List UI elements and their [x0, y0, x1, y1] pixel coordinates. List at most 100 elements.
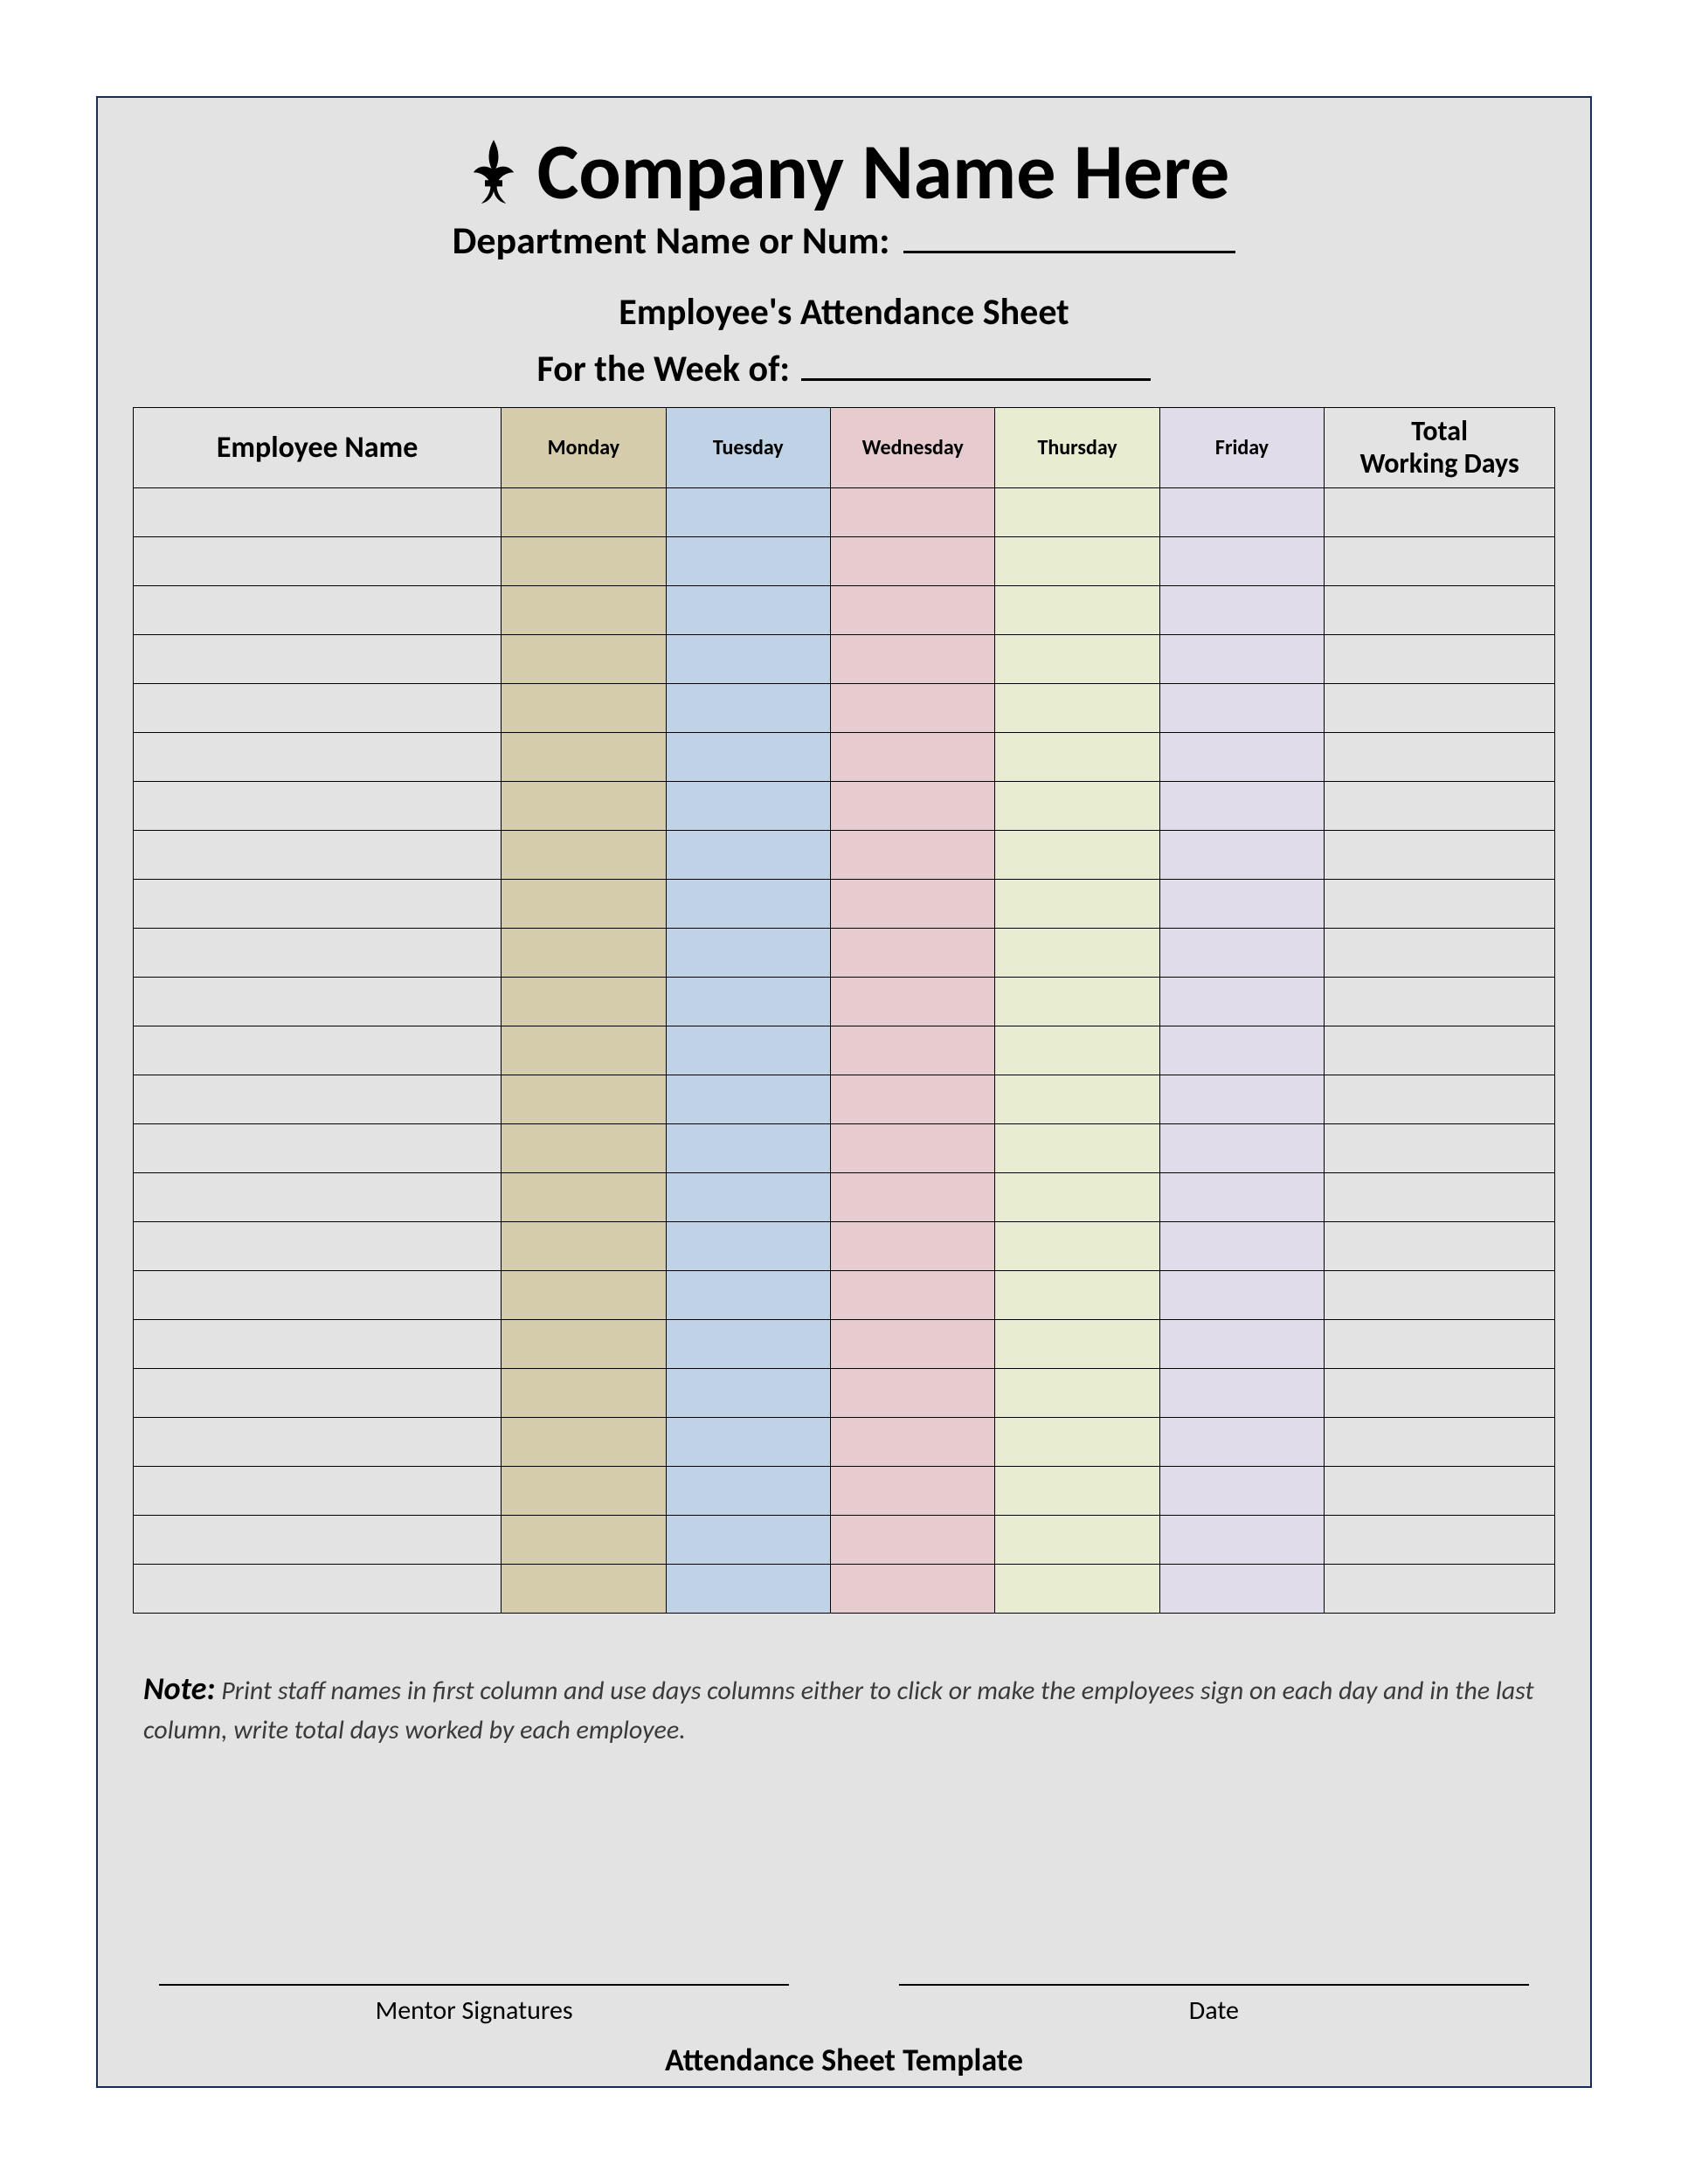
- cell-wed[interactable]: [830, 978, 994, 1026]
- cell-tue[interactable]: [666, 537, 830, 586]
- cell-mon[interactable]: [502, 1124, 666, 1173]
- cell-thu[interactable]: [995, 1222, 1159, 1271]
- cell-name[interactable]: [134, 1369, 502, 1418]
- cell-thu[interactable]: [995, 1026, 1159, 1075]
- cell-tue[interactable]: [666, 733, 830, 782]
- cell-mon[interactable]: [502, 929, 666, 978]
- cell-name[interactable]: [134, 1320, 502, 1369]
- cell-fri[interactable]: [1159, 1026, 1324, 1075]
- week-blank[interactable]: [801, 349, 1151, 381]
- cell-total[interactable]: [1325, 635, 1555, 684]
- cell-total[interactable]: [1325, 586, 1555, 635]
- cell-wed[interactable]: [830, 1320, 994, 1369]
- mentor-signature-line[interactable]: [159, 1984, 789, 1986]
- cell-fri[interactable]: [1159, 733, 1324, 782]
- cell-fri[interactable]: [1159, 1369, 1324, 1418]
- cell-name[interactable]: [134, 1467, 502, 1516]
- cell-name[interactable]: [134, 586, 502, 635]
- cell-mon[interactable]: [502, 880, 666, 929]
- cell-wed[interactable]: [830, 537, 994, 586]
- cell-thu[interactable]: [995, 1418, 1159, 1467]
- cell-mon[interactable]: [502, 1369, 666, 1418]
- cell-fri[interactable]: [1159, 1075, 1324, 1124]
- cell-total[interactable]: [1325, 1271, 1555, 1320]
- cell-fri[interactable]: [1159, 488, 1324, 537]
- cell-thu[interactable]: [995, 880, 1159, 929]
- cell-name[interactable]: [134, 1222, 502, 1271]
- cell-wed[interactable]: [830, 782, 994, 831]
- cell-tue[interactable]: [666, 488, 830, 537]
- cell-thu[interactable]: [995, 488, 1159, 537]
- cell-fri[interactable]: [1159, 684, 1324, 733]
- cell-thu[interactable]: [995, 1369, 1159, 1418]
- cell-name[interactable]: [134, 488, 502, 537]
- cell-wed[interactable]: [830, 1026, 994, 1075]
- cell-total[interactable]: [1325, 782, 1555, 831]
- cell-thu[interactable]: [995, 1565, 1159, 1614]
- cell-name[interactable]: [134, 929, 502, 978]
- cell-fri[interactable]: [1159, 635, 1324, 684]
- cell-mon[interactable]: [502, 635, 666, 684]
- cell-total[interactable]: [1325, 831, 1555, 880]
- cell-total[interactable]: [1325, 733, 1555, 782]
- cell-mon[interactable]: [502, 1516, 666, 1565]
- cell-total[interactable]: [1325, 1369, 1555, 1418]
- cell-wed[interactable]: [830, 1222, 994, 1271]
- cell-name[interactable]: [134, 782, 502, 831]
- cell-mon[interactable]: [502, 586, 666, 635]
- date-signature-line[interactable]: [899, 1984, 1529, 1986]
- cell-total[interactable]: [1325, 1075, 1555, 1124]
- cell-fri[interactable]: [1159, 1467, 1324, 1516]
- cell-fri[interactable]: [1159, 1565, 1324, 1614]
- cell-mon[interactable]: [502, 1222, 666, 1271]
- cell-thu[interactable]: [995, 929, 1159, 978]
- cell-tue[interactable]: [666, 1271, 830, 1320]
- cell-wed[interactable]: [830, 929, 994, 978]
- cell-total[interactable]: [1325, 1124, 1555, 1173]
- cell-tue[interactable]: [666, 929, 830, 978]
- cell-name[interactable]: [134, 880, 502, 929]
- cell-total[interactable]: [1325, 978, 1555, 1026]
- cell-mon[interactable]: [502, 782, 666, 831]
- cell-wed[interactable]: [830, 1467, 994, 1516]
- cell-mon[interactable]: [502, 1026, 666, 1075]
- cell-fri[interactable]: [1159, 1173, 1324, 1222]
- cell-fri[interactable]: [1159, 929, 1324, 978]
- cell-fri[interactable]: [1159, 782, 1324, 831]
- cell-thu[interactable]: [995, 537, 1159, 586]
- cell-name[interactable]: [134, 1271, 502, 1320]
- cell-tue[interactable]: [666, 978, 830, 1026]
- cell-name[interactable]: [134, 733, 502, 782]
- cell-name[interactable]: [134, 1026, 502, 1075]
- cell-mon[interactable]: [502, 1320, 666, 1369]
- cell-name[interactable]: [134, 635, 502, 684]
- cell-total[interactable]: [1325, 1565, 1555, 1614]
- cell-name[interactable]: [134, 978, 502, 1026]
- cell-total[interactable]: [1325, 880, 1555, 929]
- cell-thu[interactable]: [995, 1271, 1159, 1320]
- cell-tue[interactable]: [666, 1320, 830, 1369]
- cell-tue[interactable]: [666, 1075, 830, 1124]
- cell-wed[interactable]: [830, 831, 994, 880]
- cell-tue[interactable]: [666, 1124, 830, 1173]
- cell-fri[interactable]: [1159, 978, 1324, 1026]
- cell-total[interactable]: [1325, 537, 1555, 586]
- cell-tue[interactable]: [666, 782, 830, 831]
- cell-wed[interactable]: [830, 635, 994, 684]
- cell-thu[interactable]: [995, 635, 1159, 684]
- cell-tue[interactable]: [666, 880, 830, 929]
- cell-fri[interactable]: [1159, 1516, 1324, 1565]
- cell-total[interactable]: [1325, 1467, 1555, 1516]
- cell-wed[interactable]: [830, 1124, 994, 1173]
- cell-mon[interactable]: [502, 978, 666, 1026]
- cell-thu[interactable]: [995, 831, 1159, 880]
- cell-mon[interactable]: [502, 1418, 666, 1467]
- cell-mon[interactable]: [502, 1173, 666, 1222]
- cell-fri[interactable]: [1159, 1418, 1324, 1467]
- cell-mon[interactable]: [502, 1075, 666, 1124]
- cell-wed[interactable]: [830, 1271, 994, 1320]
- cell-tue[interactable]: [666, 635, 830, 684]
- cell-thu[interactable]: [995, 1173, 1159, 1222]
- cell-thu[interactable]: [995, 978, 1159, 1026]
- cell-wed[interactable]: [830, 586, 994, 635]
